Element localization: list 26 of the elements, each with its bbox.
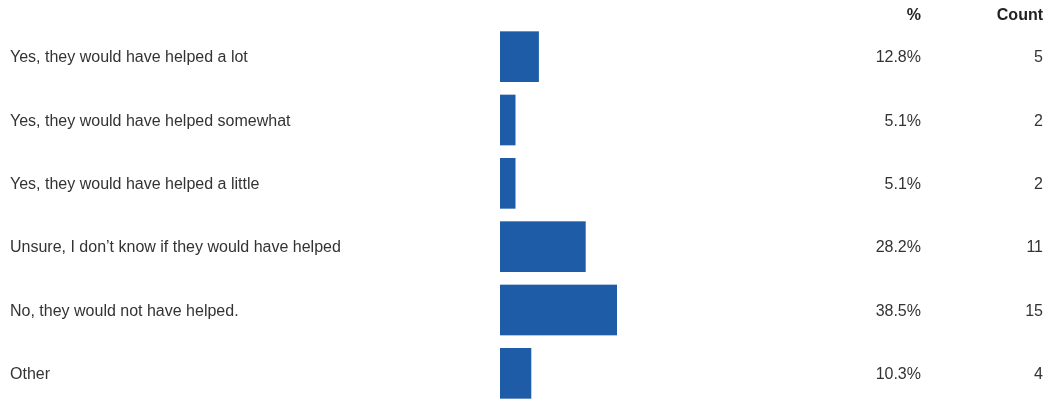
y-tick-label: Yes, they would have helped somewhat [10, 111, 292, 129]
data-label: 5.1% [884, 174, 921, 192]
data-label: 28.2% [875, 238, 921, 256]
y-tick-label: Yes, they would have helped a lot [10, 48, 249, 66]
bar [500, 348, 532, 399]
data-label: 10.3% [875, 364, 921, 382]
bar [500, 158, 516, 209]
data-label: 38.5% [875, 301, 921, 319]
data-label: 12.8% [875, 48, 921, 66]
text: 2 [1034, 111, 1044, 129]
data-label: 5.1% [884, 111, 921, 129]
text: Count [996, 6, 1044, 23]
y-tick-label: No, they would not have helped. [10, 301, 239, 319]
text: 11 [1026, 238, 1044, 256]
y-tick-label: Unsure, I don’t know if they would have helped [10, 238, 341, 256]
text: 2 [1034, 174, 1044, 192]
text: 4 [1034, 364, 1044, 382]
bar [500, 221, 586, 272]
y-tick-label: Other [10, 364, 51, 382]
bar [500, 284, 617, 336]
y-tick-label: Yes, they would have helped a little [10, 174, 260, 192]
bar [500, 31, 539, 82]
text: 15 [1025, 301, 1044, 319]
text: 5 [1034, 48, 1044, 66]
text: % [906, 6, 921, 23]
bar [500, 94, 516, 146]
